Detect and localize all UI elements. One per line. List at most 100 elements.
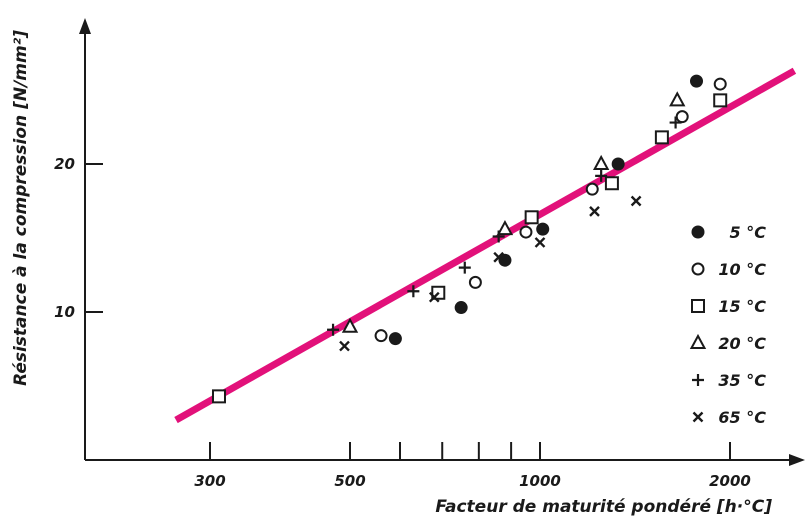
marker-shape: [534, 237, 546, 248]
legend-label: 20 °C: [718, 334, 766, 353]
data-point-filled-circle: [536, 222, 550, 236]
marker-shape: [669, 116, 682, 129]
data-point-plus: [458, 261, 471, 274]
marker-shape: [327, 323, 340, 336]
data-point-filled-circle: [611, 157, 625, 171]
data-point-cross: [339, 340, 350, 352]
marker-shape: [388, 332, 402, 346]
marker-shape: [713, 77, 727, 91]
marker-shape: [468, 275, 482, 289]
data-point-open-triangle: [592, 154, 610, 170]
data-point-open-circle: [468, 275, 482, 289]
legend: 5 °C 10 °C 15 °C 20 °C 35 °C 65 °C: [689, 223, 767, 427]
marker-shape: [407, 285, 420, 298]
legend-label: 35 °C: [718, 371, 766, 390]
data-point-filled-circle: [498, 253, 512, 267]
marker-shape: [211, 389, 226, 404]
data-point-open-triangle: [669, 91, 686, 107]
marker-shape: [589, 206, 600, 217]
marker-shape: [691, 225, 705, 239]
legend-marker-open-square: [691, 299, 705, 313]
marker-shape: [691, 299, 705, 313]
marker-shape: [713, 93, 728, 108]
x-tick-label: 1000: [519, 472, 561, 490]
marker-shape: [585, 182, 599, 196]
marker-shape: [592, 154, 610, 170]
legend-marker-filled-circle: [691, 225, 705, 239]
data-point-plus: [407, 285, 420, 298]
fit-line-group: [174, 67, 797, 424]
marker-shape: [524, 210, 539, 225]
marker-shape: [341, 317, 359, 333]
x-tick-label: 2000: [709, 472, 751, 490]
marker-shape: [492, 230, 505, 243]
axes: 300 500 1000 2000 10 20: [54, 18, 805, 490]
data-point-open-circle: [374, 329, 388, 343]
marker-shape: [493, 251, 505, 263]
data-point-open-circle: [519, 225, 533, 239]
y-axis-title: Résistance à la compression [N/mm²]: [11, 30, 31, 386]
y-axis-arrow: [79, 18, 91, 34]
data-point-filled-circle: [690, 74, 704, 88]
marker-shape: [454, 301, 468, 315]
data-point-plus: [669, 116, 682, 129]
legend-label: 5 °C: [730, 223, 767, 242]
marker-shape: [611, 157, 625, 171]
marker-shape: [339, 340, 350, 352]
marker-shape: [689, 333, 707, 349]
data-point-plus: [492, 230, 505, 243]
data-point-open-square: [604, 176, 619, 191]
marker-shape: [675, 110, 689, 124]
marker-shape: [496, 220, 514, 236]
marker-shape: [692, 411, 704, 423]
legend-label: 65 °C: [718, 408, 766, 427]
data-point-plus: [327, 323, 340, 336]
fit-line: [174, 67, 797, 424]
data-point-cross: [589, 206, 600, 217]
data-point-open-square: [211, 389, 226, 404]
data-point-open-square: [524, 210, 539, 225]
marker-shape: [690, 74, 704, 88]
y-tick-label: 10: [54, 303, 75, 321]
legend-marker-cross: [692, 411, 704, 423]
data-point-open-circle: [713, 77, 727, 91]
legend-marker-open-circle: [691, 262, 705, 276]
legend-label: 15 °C: [718, 297, 766, 316]
marker-shape: [630, 195, 642, 207]
data-point-filled-circle: [454, 301, 468, 315]
data-point-open-circle: [675, 110, 689, 124]
data-point-open-square: [713, 93, 728, 108]
data-point-plus: [595, 169, 608, 182]
marker-shape: [692, 374, 704, 386]
marker-shape: [374, 329, 388, 343]
data-point-open-triangle: [341, 317, 359, 333]
data-point-cross: [428, 291, 440, 303]
marker-shape: [691, 262, 705, 276]
legend-marker-open-triangle: [689, 333, 707, 349]
data-point-cross: [534, 237, 546, 248]
x-tick-label: 300: [194, 472, 225, 490]
data-point-open-square: [654, 130, 669, 145]
marker-shape: [595, 169, 608, 182]
marker-shape: [458, 261, 471, 274]
data-point-open-circle: [585, 182, 599, 196]
legend-marker-plus: [692, 374, 704, 386]
marker-shape: [498, 253, 512, 267]
marker-shape: [536, 222, 550, 236]
marker-shape: [669, 91, 686, 107]
y-tick-label: 20: [54, 155, 75, 173]
data-point-filled-circle: [388, 332, 402, 346]
x-axis-title: Facteur de maturité pondéré [h·°C]: [435, 497, 772, 517]
data-point-cross: [493, 251, 505, 263]
marker-shape: [604, 176, 619, 191]
data-point-cross: [630, 195, 642, 207]
x-tick-label: 500: [334, 472, 365, 490]
marker-shape: [654, 130, 669, 145]
data-point-open-triangle: [496, 220, 514, 236]
marker-shape: [519, 225, 533, 239]
marker-shape: [428, 291, 440, 303]
legend-label: 10 °C: [718, 260, 766, 279]
x-axis-arrow: [789, 454, 805, 466]
data-points: [211, 74, 728, 404]
